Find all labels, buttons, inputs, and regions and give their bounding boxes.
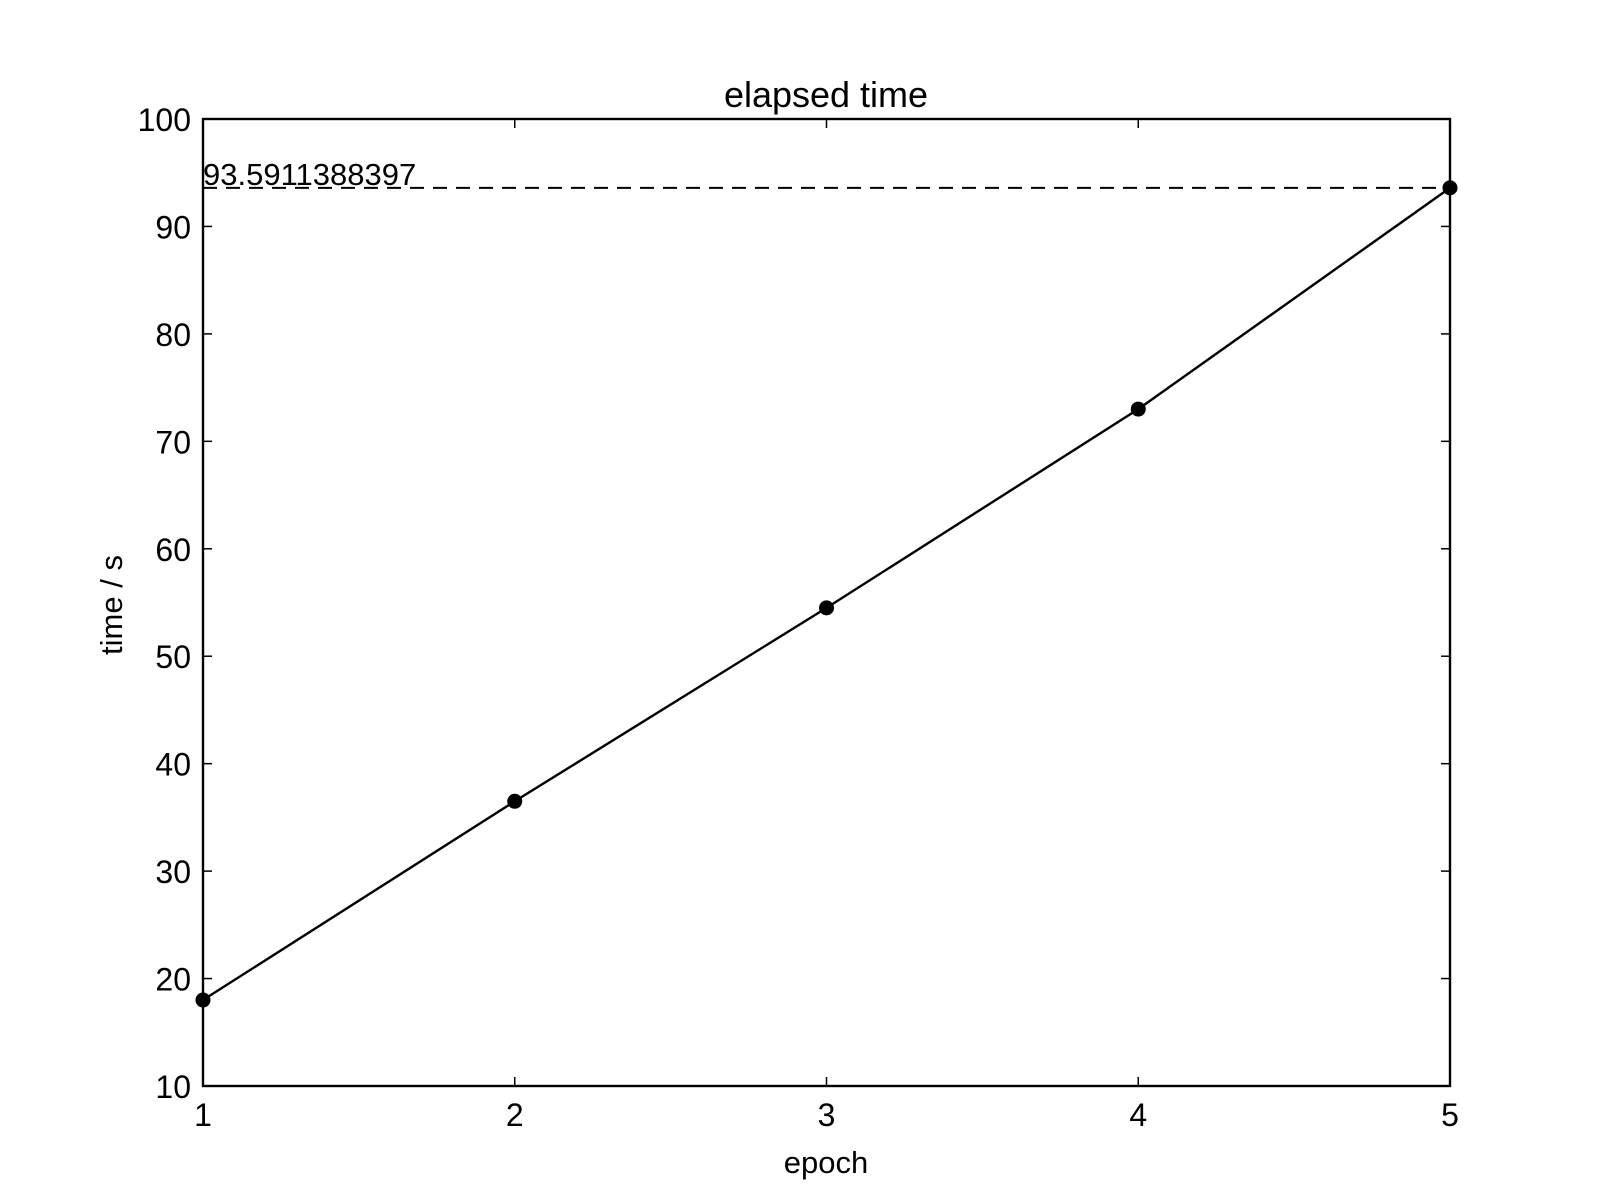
data-point [819,600,834,616]
y-tick-label: 90 [155,209,191,245]
y-axis-label: time / s [94,555,129,655]
y-tick-label: 30 [155,854,191,890]
x-tick-label: 2 [506,1097,524,1133]
series-line [202,186,1451,1002]
data-point [1442,180,1458,196]
x-axis-label: epoch [784,1145,868,1180]
x-tick-label: 5 [1441,1097,1459,1133]
y-tick-label: 50 [155,639,191,675]
y-tick-label: 80 [155,317,191,353]
chart-title: elapsed time [724,74,928,115]
data-point [195,992,211,1008]
y-tick-label: 100 [138,102,191,138]
y-tick-label: 40 [155,747,191,783]
y-tick-label: 20 [155,962,191,998]
y-tick-label: 60 [155,532,191,568]
y-tick-label: 70 [155,424,191,460]
x-tick-label: 3 [818,1097,836,1133]
x-tick-label: 4 [1129,1097,1147,1133]
x-tick-label: 1 [194,1097,212,1133]
y-tick-label: 10 [155,1069,191,1105]
data-point [507,793,523,809]
plot-area: 1 2 3 4 5 10 20 30 40 50 60 70 80 90 100 93.5911388397 [138,102,1459,1133]
data-point [1130,401,1146,417]
reference-line-label: 93.5911388397 [203,157,416,192]
